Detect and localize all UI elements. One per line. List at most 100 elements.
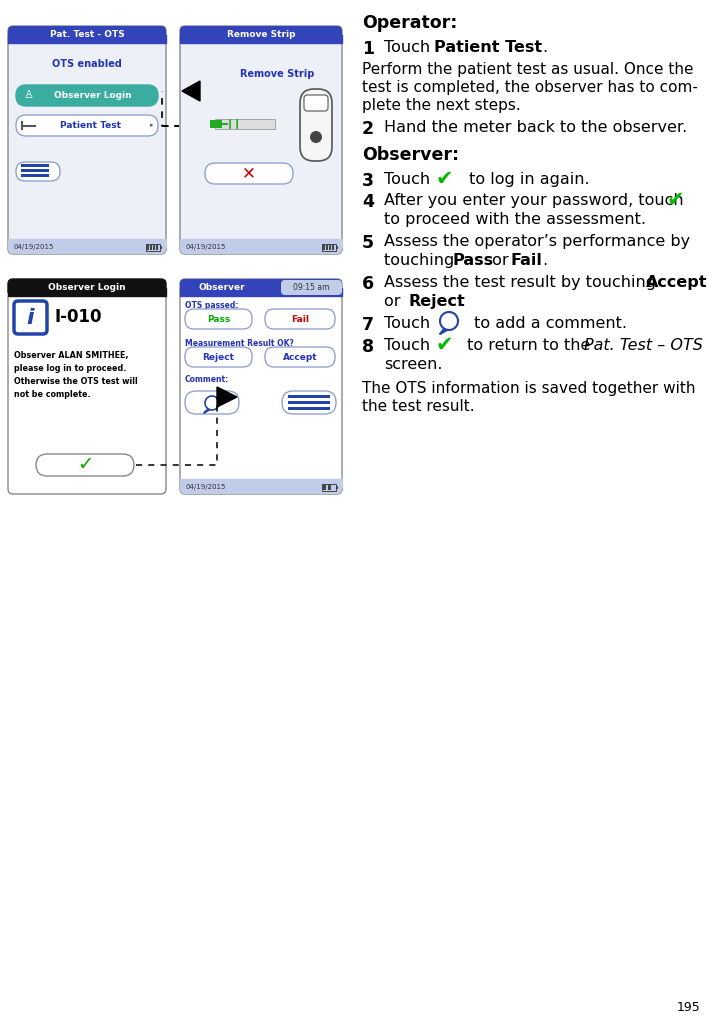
FancyBboxPatch shape: [185, 309, 252, 329]
FancyBboxPatch shape: [282, 391, 336, 414]
FancyBboxPatch shape: [180, 26, 342, 254]
Text: ✔: ✔: [436, 335, 454, 355]
Text: Observer Login: Observer Login: [55, 91, 132, 100]
Bar: [326, 245, 328, 250]
Text: to add a comment.: to add a comment.: [469, 316, 627, 331]
Text: 195: 195: [676, 1001, 700, 1014]
Text: .: .: [542, 253, 547, 268]
Text: or: or: [487, 253, 514, 268]
Bar: [328, 485, 331, 490]
Polygon shape: [182, 81, 200, 101]
Bar: [322, 244, 336, 251]
FancyBboxPatch shape: [180, 239, 342, 254]
Text: ✔: ✔: [667, 190, 685, 210]
Text: Touch: Touch: [384, 40, 435, 55]
Bar: [156, 245, 158, 250]
Text: Hand the meter back to the observer.: Hand the meter back to the observer.: [384, 120, 687, 135]
Text: please log in to proceed.: please log in to proceed.: [14, 364, 126, 373]
Text: OTS enabled: OTS enabled: [52, 59, 122, 69]
Text: 04/19/2015: 04/19/2015: [185, 483, 225, 489]
FancyBboxPatch shape: [16, 85, 158, 106]
FancyBboxPatch shape: [265, 347, 335, 367]
Text: Touch: Touch: [384, 338, 435, 353]
FancyBboxPatch shape: [36, 454, 134, 476]
Text: 09:15 am: 09:15 am: [293, 283, 329, 292]
Text: to proceed with the assessment.: to proceed with the assessment.: [384, 212, 646, 227]
FancyBboxPatch shape: [180, 26, 342, 43]
Text: Operator:: Operator:: [362, 14, 457, 32]
Text: Pass: Pass: [452, 253, 493, 268]
FancyBboxPatch shape: [281, 280, 342, 295]
FancyBboxPatch shape: [8, 293, 166, 494]
Bar: [180, 35, 342, 43]
Text: .: .: [542, 40, 547, 55]
Bar: [160, 246, 162, 249]
Text: the test result.: the test result.: [362, 399, 474, 414]
FancyBboxPatch shape: [205, 163, 293, 184]
Bar: [21, 174, 49, 177]
Text: Patient Test: Patient Test: [434, 40, 542, 55]
FancyBboxPatch shape: [185, 347, 252, 367]
Bar: [180, 288, 342, 296]
Text: Pat. Test – OTS: Pat. Test – OTS: [584, 338, 703, 353]
Text: Accept: Accept: [282, 352, 317, 361]
Bar: [329, 245, 331, 250]
FancyBboxPatch shape: [16, 162, 60, 181]
Text: ▸: ▸: [150, 123, 154, 128]
Text: ✕: ✕: [242, 165, 256, 182]
Text: 6: 6: [362, 275, 374, 293]
Bar: [288, 395, 330, 398]
Text: Remove Strip: Remove Strip: [227, 30, 295, 39]
Text: to return to the: to return to the: [462, 338, 595, 353]
Bar: [21, 169, 49, 172]
Text: Otherwise the OTS test will: Otherwise the OTS test will: [14, 377, 138, 386]
Bar: [8, 35, 166, 43]
Bar: [323, 245, 325, 250]
Text: Accept: Accept: [646, 275, 707, 290]
Text: 3: 3: [362, 172, 374, 190]
Text: .: .: [456, 294, 461, 309]
Text: ♙: ♙: [23, 90, 33, 100]
Text: Assess the test result by touching: Assess the test result by touching: [384, 275, 661, 290]
Bar: [153, 245, 155, 250]
Bar: [8, 288, 166, 296]
Bar: [336, 246, 338, 249]
Bar: [288, 407, 330, 410]
Bar: [147, 245, 149, 250]
FancyBboxPatch shape: [8, 279, 166, 296]
Bar: [146, 244, 160, 251]
Bar: [332, 245, 334, 250]
Polygon shape: [217, 387, 237, 407]
Text: 04/19/2015: 04/19/2015: [185, 244, 225, 250]
Text: ✓: ✓: [76, 456, 93, 474]
FancyBboxPatch shape: [16, 115, 158, 136]
Text: 04/19/2015: 04/19/2015: [13, 244, 53, 250]
Text: Comment:: Comment:: [185, 376, 229, 384]
Text: Touch: Touch: [384, 316, 435, 331]
FancyBboxPatch shape: [14, 301, 47, 334]
FancyBboxPatch shape: [300, 89, 332, 161]
Bar: [150, 245, 152, 250]
Text: Observer Login: Observer Login: [48, 283, 126, 292]
Bar: [210, 120, 222, 128]
Text: 5: 5: [362, 234, 374, 252]
Text: Touch: Touch: [384, 172, 435, 187]
Text: Reject: Reject: [408, 294, 464, 309]
Bar: [180, 239, 342, 247]
Text: test is completed, the observer has to com-: test is completed, the observer has to c…: [362, 80, 698, 95]
Text: Fail: Fail: [291, 314, 309, 324]
Text: or: or: [384, 294, 406, 309]
Text: Measurement Result OK?: Measurement Result OK?: [185, 340, 294, 348]
Text: to log in again.: to log in again.: [464, 172, 590, 187]
FancyBboxPatch shape: [180, 279, 342, 494]
Text: After you enter your password, touch: After you enter your password, touch: [384, 193, 689, 208]
Text: OTS passed:: OTS passed:: [185, 300, 239, 309]
Text: 1: 1: [362, 40, 374, 58]
Text: not be complete.: not be complete.: [14, 390, 91, 399]
Text: ✔: ✔: [436, 169, 454, 189]
Text: Patient Test: Patient Test: [60, 121, 122, 130]
Bar: [8, 288, 166, 293]
Bar: [323, 485, 326, 490]
Text: plete the next steps.: plete the next steps.: [362, 98, 521, 113]
Text: The OTS information is saved together with: The OTS information is saved together wi…: [362, 381, 695, 396]
